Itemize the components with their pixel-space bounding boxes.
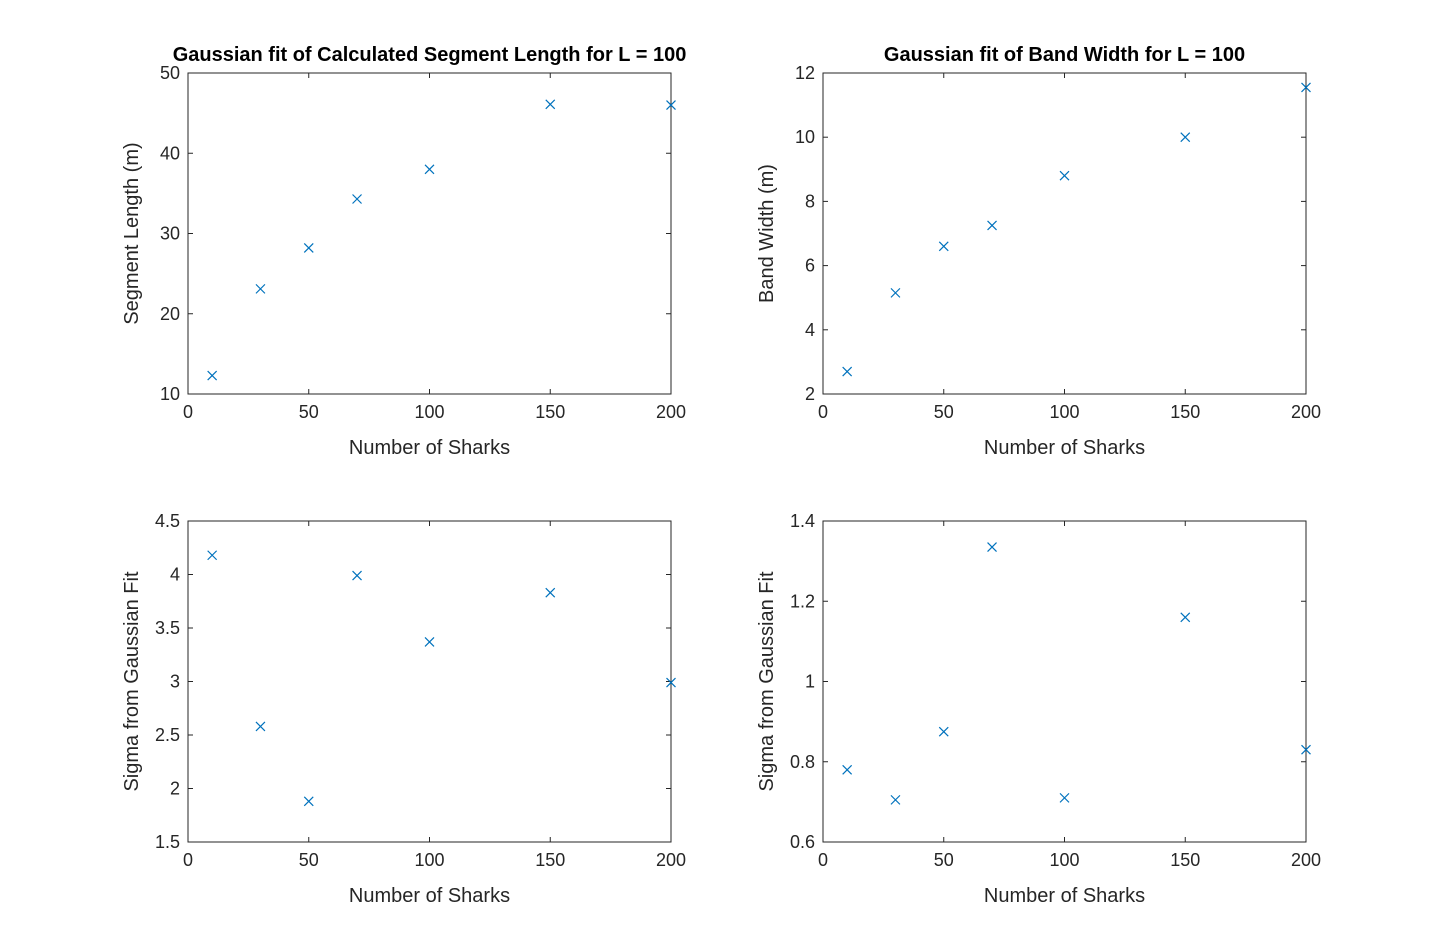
y-tick-label: 4 bbox=[170, 565, 180, 585]
data-point bbox=[303, 243, 314, 253]
x-tick-label: 50 bbox=[299, 402, 319, 422]
x-tick-label: 150 bbox=[535, 850, 565, 870]
x-axis-label: Number of Sharks bbox=[984, 437, 1145, 459]
y-tick-label: 2.5 bbox=[155, 725, 180, 745]
x-tick-label: 200 bbox=[656, 850, 686, 870]
y-tick-label: 1.5 bbox=[155, 832, 180, 852]
axes-box bbox=[822, 72, 1307, 395]
y-tick-label: 6 bbox=[805, 256, 815, 276]
x-tick-label: 50 bbox=[934, 850, 954, 870]
y-tick-label: 20 bbox=[160, 304, 180, 324]
x-axis-label: Number of Sharks bbox=[349, 437, 510, 459]
data-point bbox=[890, 287, 901, 298]
chart-title: Gaussian fit of Calculated Segment Lengt… bbox=[173, 44, 687, 66]
x-tick-label: 100 bbox=[414, 402, 444, 422]
data-point bbox=[1301, 82, 1311, 93]
data-point bbox=[545, 99, 556, 110]
data-point bbox=[255, 283, 266, 294]
data-point bbox=[987, 542, 997, 553]
data-point bbox=[207, 370, 218, 381]
x-tick-label: 100 bbox=[1049, 402, 1079, 422]
x-tick-label: 200 bbox=[1291, 402, 1321, 422]
data-point bbox=[938, 726, 949, 737]
data-point bbox=[842, 764, 853, 775]
x-tick-label: 200 bbox=[1291, 850, 1321, 870]
y-tick-label: 40 bbox=[160, 143, 180, 163]
x-tick-label: 100 bbox=[414, 850, 444, 870]
y-axis-label: Sigma from Gaussian Fit bbox=[756, 571, 778, 792]
y-tick-label: 0.6 bbox=[790, 832, 815, 852]
x-tick-label: 150 bbox=[1170, 850, 1200, 870]
y-tick-label: 2 bbox=[170, 779, 180, 799]
chart-title: Gaussian fit of Band Width for L = 100 bbox=[884, 44, 1245, 66]
x-axis-label: Number of Sharks bbox=[984, 885, 1145, 907]
chart-panel-4: 0 50 100 150 200 0.6 0.8 1 1.2 1.4 Number of Shark… bbox=[756, 511, 1321, 907]
data-point bbox=[1059, 170, 1070, 181]
data-point bbox=[424, 636, 435, 647]
data-point bbox=[303, 796, 314, 807]
data-point bbox=[987, 220, 997, 231]
x-tick-label: 100 bbox=[1049, 850, 1079, 870]
data-point bbox=[352, 570, 362, 581]
y-tick-label: 4.5 bbox=[155, 511, 180, 531]
data-point bbox=[1301, 744, 1311, 755]
y-tick-label: 8 bbox=[805, 191, 815, 211]
chart-panel-1: 0 50 100 150 200 10 20 30 40 50 Number of Sharks Se… bbox=[121, 44, 686, 459]
y-tick-label: 3 bbox=[170, 672, 180, 692]
y-tick-label: 2 bbox=[805, 384, 815, 404]
y-tick-label: 30 bbox=[160, 224, 180, 244]
data-point bbox=[1180, 612, 1191, 623]
y-tick-label: 0.8 bbox=[790, 752, 815, 772]
x-tick-label: 0 bbox=[183, 402, 193, 422]
data-point bbox=[890, 794, 901, 805]
y-tick-label: 4 bbox=[805, 320, 815, 340]
x-axis-label: Number of Sharks bbox=[349, 885, 510, 907]
y-axis-label: Band Width (m) bbox=[756, 164, 778, 303]
data-point bbox=[1059, 792, 1070, 803]
x-tick-label: 150 bbox=[535, 402, 565, 422]
chart-panel-2: 0 50 100 150 200 2 4 6 8 10 12 Number of Sharks Band… bbox=[756, 44, 1321, 459]
data-point bbox=[666, 100, 676, 111]
data-point bbox=[255, 721, 266, 732]
axes-box bbox=[822, 520, 1307, 843]
x-tick-label: 50 bbox=[934, 402, 954, 422]
data-point bbox=[424, 164, 435, 175]
data-point bbox=[352, 194, 362, 204]
y-tick-label: 12 bbox=[795, 63, 815, 83]
data-point bbox=[207, 550, 218, 561]
y-tick-label: 3.5 bbox=[155, 618, 180, 638]
x-tick-label: 0 bbox=[183, 850, 193, 870]
axes-box bbox=[187, 72, 672, 395]
y-tick-label: 10 bbox=[795, 127, 815, 147]
data-point bbox=[545, 587, 556, 598]
axes-box bbox=[187, 520, 672, 843]
y-tick-label: 1.2 bbox=[790, 591, 815, 611]
data-point bbox=[842, 366, 853, 377]
data-point bbox=[1180, 132, 1191, 143]
x-tick-label: 200 bbox=[656, 402, 686, 422]
x-tick-label: 50 bbox=[299, 850, 319, 870]
data-point bbox=[666, 677, 676, 688]
y-axis-label: Sigma from Gaussian Fit bbox=[121, 571, 143, 792]
y-tick-label: 1.4 bbox=[790, 511, 815, 531]
data-point bbox=[938, 241, 949, 252]
x-tick-label: 0 bbox=[818, 402, 828, 422]
chart-panel-3: 0 50 100 150 200 1.5 2 2.5 3 3.5 4 4.5 Number of Sha… bbox=[121, 511, 686, 907]
x-tick-label: 0 bbox=[818, 850, 828, 870]
y-axis-label: Segment Length (m) bbox=[121, 142, 143, 324]
y-tick-label: 1 bbox=[805, 672, 815, 692]
y-tick-label: 50 bbox=[160, 63, 180, 83]
x-tick-label: 150 bbox=[1170, 402, 1200, 422]
y-tick-label: 10 bbox=[160, 384, 180, 404]
